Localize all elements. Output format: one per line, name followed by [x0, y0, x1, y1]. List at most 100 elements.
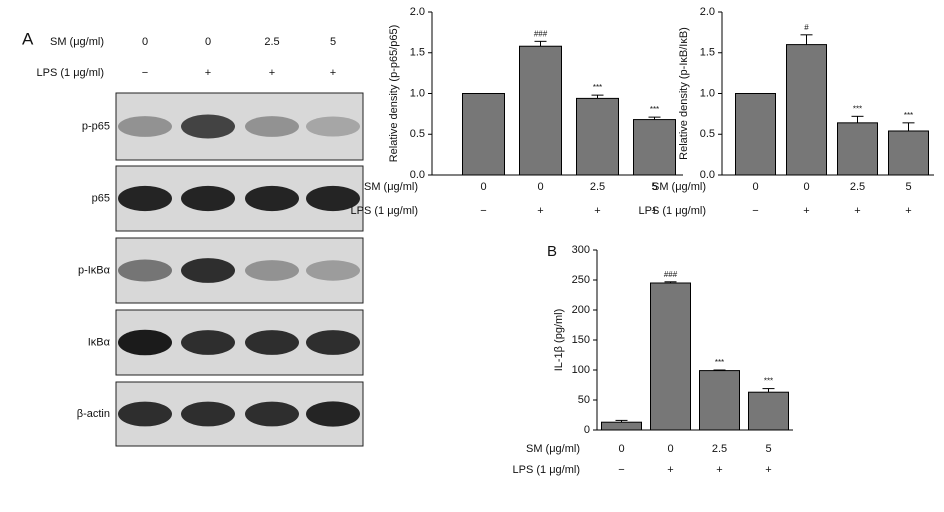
- band: [181, 185, 235, 212]
- y-tick-label: 1.0: [410, 87, 425, 99]
- lps-label: LPS (1 μg/ml): [351, 205, 418, 217]
- lps-sign: +: [205, 67, 211, 79]
- lps-sign: +: [803, 205, 809, 217]
- sm-label: SM (μg/ml): [652, 181, 706, 193]
- x-tick-label: 0: [752, 181, 758, 193]
- bar: [462, 93, 505, 176]
- band: [181, 330, 235, 355]
- blot-row-label: p65: [92, 192, 110, 204]
- significance: ***: [650, 105, 659, 114]
- band: [181, 401, 235, 427]
- y-tick-label: 2.0: [700, 6, 715, 18]
- x-tick-label: 2.5: [712, 443, 727, 455]
- x-tick-label: 0: [537, 181, 543, 193]
- lps-label: LPS (1 μg/ml): [37, 67, 104, 79]
- x-tick-label: 0: [480, 181, 486, 193]
- bar: [699, 370, 740, 431]
- band: [245, 401, 299, 427]
- significance: ***: [593, 83, 602, 92]
- y-tick-label: 0.0: [410, 169, 425, 181]
- lps-sign: +: [594, 205, 600, 217]
- sm-label: SM (μg/ml): [364, 181, 418, 193]
- significance: #: [804, 23, 809, 32]
- band: [118, 259, 172, 282]
- bar: [519, 45, 562, 176]
- bar: [748, 391, 789, 431]
- lps-sign: +: [269, 67, 275, 79]
- x-tick-label: 5: [765, 443, 771, 455]
- y-tick-label: 0: [584, 424, 590, 436]
- y-tick-label: 0.0: [700, 169, 715, 181]
- bar: [888, 130, 929, 176]
- x-tick-label: 5: [905, 181, 911, 193]
- band: [118, 116, 172, 137]
- band: [245, 116, 299, 137]
- lps-sign: −: [618, 464, 624, 476]
- x-tick-label: 0: [667, 443, 673, 455]
- band: [118, 329, 172, 356]
- x-tick-label: 5: [651, 181, 657, 193]
- lps-sign: +: [667, 464, 673, 476]
- sm-label: SM (μg/ml): [526, 443, 580, 455]
- x-tick-label: 2.5: [850, 181, 865, 193]
- lps-sign: +: [905, 205, 911, 217]
- lps-sign: +: [854, 205, 860, 217]
- x-tick-label: 0: [618, 443, 624, 455]
- lps-sign: −: [480, 205, 486, 217]
- y-axis-label: Relative density (p-p65/p65): [388, 25, 400, 163]
- band: [245, 330, 299, 355]
- y-tick-label: 100: [572, 364, 590, 376]
- significance: ***: [853, 104, 862, 113]
- band: [245, 260, 299, 281]
- band: [181, 258, 235, 283]
- y-tick-label: 2.0: [410, 6, 425, 18]
- panel-label: A: [22, 29, 34, 48]
- bar: [837, 122, 878, 176]
- bar: [786, 44, 827, 176]
- x-tick-label: 2.5: [590, 181, 605, 193]
- sm-dose: 5: [330, 36, 336, 48]
- significance: ###: [664, 270, 678, 279]
- significance: ***: [764, 377, 773, 386]
- band: [306, 116, 360, 137]
- sm-dose: 0: [142, 36, 148, 48]
- y-tick-label: 150: [572, 334, 590, 346]
- lps-label: LPS (1 μg/ml): [513, 464, 580, 476]
- lps-sign: −: [752, 205, 758, 217]
- band: [306, 401, 360, 427]
- blot-row-label: β-actin: [77, 408, 110, 420]
- band: [245, 185, 299, 212]
- sm-dose: 0: [205, 36, 211, 48]
- sm-label: SM (μg/ml): [50, 36, 104, 48]
- western-blot: [115, 92, 364, 447]
- blot-frame: [115, 92, 364, 161]
- band: [306, 185, 360, 212]
- y-tick-label: 1.5: [410, 47, 425, 59]
- significance: ###: [534, 29, 548, 38]
- band: [181, 114, 235, 139]
- y-tick-label: 1.0: [700, 87, 715, 99]
- bar: [601, 421, 642, 431]
- lps-sign: +: [330, 67, 336, 79]
- significance: ***: [904, 111, 913, 120]
- y-tick-label: 300: [572, 244, 590, 256]
- lps-sign: +: [765, 464, 771, 476]
- lps-sign: +: [651, 205, 657, 217]
- lps-sign: +: [716, 464, 722, 476]
- lps-sign: −: [142, 67, 148, 79]
- band: [306, 330, 360, 355]
- y-tick-label: 250: [572, 274, 590, 286]
- lps-sign: +: [537, 205, 543, 217]
- y-tick-label: 200: [572, 304, 590, 316]
- y-axis-label: Relative density (p-IκB/IκB): [678, 27, 690, 160]
- blot-row-label: p-p65: [82, 120, 110, 132]
- y-tick-label: 50: [578, 394, 590, 406]
- bar: [633, 119, 676, 176]
- y-axis-label: IL-1β (pg/ml): [553, 309, 565, 372]
- significance: ***: [715, 358, 724, 367]
- y-tick-label: 0.5: [410, 128, 425, 140]
- band: [118, 401, 172, 427]
- x-tick-label: 0: [803, 181, 809, 193]
- lps-label: LPS (1 μg/ml): [639, 205, 706, 217]
